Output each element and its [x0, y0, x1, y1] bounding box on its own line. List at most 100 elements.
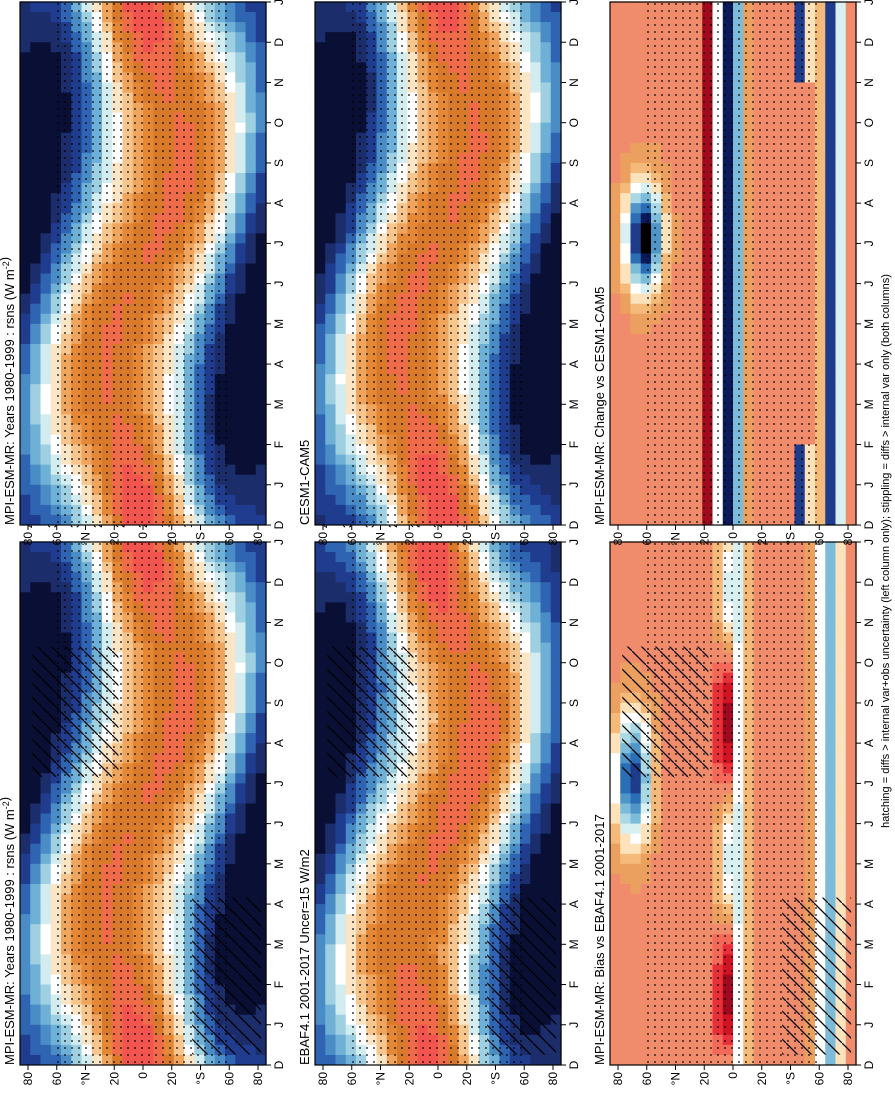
- heatmap-cell: [20, 591, 31, 603]
- heatmap-cell: [235, 202, 247, 214]
- heatmap-cell: [40, 933, 52, 945]
- heatmap-cell: [245, 752, 257, 764]
- heatmap-cell: [325, 923, 337, 935]
- heatmap-cell: [30, 453, 42, 465]
- heatmap-cell: [30, 142, 42, 153]
- heatmap-cell: [40, 484, 52, 495]
- heatmap-cell: [530, 682, 542, 693]
- heatmap-cell: [20, 122, 31, 133]
- heatmap-cell: [245, 383, 257, 395]
- heatmap-cell: [235, 293, 247, 304]
- heatmap-cell: [255, 1054, 267, 1065]
- heatmap-cell: [325, 873, 337, 884]
- heatmap-cell: [235, 712, 247, 724]
- heatmap-cell: [235, 283, 247, 294]
- heatmap-cell: [530, 343, 542, 355]
- heatmap-cell: [20, 443, 31, 455]
- heatmap-cell: [315, 853, 326, 864]
- heatmap-cell: [325, 112, 337, 123]
- heatmap-cell: [255, 601, 267, 613]
- heatmap-cell: [255, 1, 267, 13]
- heatmap-cell: [235, 722, 247, 734]
- heatmap-cell: [325, 581, 337, 593]
- heatmap-cell: [550, 313, 562, 324]
- heatmap-cell: [20, 631, 31, 643]
- heatmap-cell: [255, 863, 267, 874]
- heatmap-cell: [335, 812, 347, 824]
- heatmap-cell: [315, 993, 326, 1005]
- heatmap-cell: [335, 802, 347, 814]
- heatmap-cell: [335, 792, 347, 804]
- heatmap-cell: [245, 1, 257, 13]
- heatmap-cell: [20, 61, 31, 73]
- heatmap-cell: [40, 782, 52, 794]
- heatmap-cell: [255, 752, 267, 764]
- heatmap-cell: [235, 172, 247, 184]
- month-tick-label: J: [272, 539, 286, 545]
- heatmap-cell: [245, 403, 257, 415]
- heatmap-cell: [325, 272, 337, 284]
- heatmap-cell: [20, 893, 31, 905]
- heatmap-cell: [335, 591, 347, 603]
- heatmap-cell: [30, 242, 42, 254]
- latitude-tick-label: 60: [517, 1072, 531, 1086]
- heatmap-cell: [325, 333, 337, 344]
- heatmap-cell: [255, 812, 267, 824]
- heatmap-cell: [550, 712, 562, 724]
- heatmap-cell: [255, 702, 267, 713]
- heatmap-cell: [245, 652, 257, 663]
- heatmap-cell: [40, 812, 52, 824]
- heatmap-cell: [20, 712, 31, 724]
- heatmap-cell: [530, 423, 542, 435]
- heatmap-cell: [245, 853, 257, 864]
- heatmap-cell: [235, 853, 247, 864]
- heatmap-cell: [235, 732, 247, 744]
- heatmap-cell: [30, 802, 42, 814]
- heatmap-cell: [245, 313, 257, 324]
- heatmap-cell: [530, 792, 542, 804]
- heatmap-cell: [235, 61, 247, 73]
- heatmap-cell: [255, 591, 267, 603]
- heatmap-cell: [325, 823, 337, 834]
- heatmap-cell: [325, 611, 337, 623]
- heatmap-cell: [550, 752, 562, 764]
- heatmap-cell: [255, 571, 267, 583]
- heatmap-cell: [335, 631, 347, 643]
- heatmap-cell: [530, 843, 542, 854]
- heatmap-cell: [40, 953, 52, 965]
- heatmap-cell: [245, 363, 257, 375]
- heatmap-cell: [550, 494, 562, 505]
- heatmap-cell: [235, 81, 247, 93]
- heatmap-cell: [540, 464, 552, 475]
- heatmap-cell: [550, 571, 562, 583]
- heatmap-cell: [335, 611, 347, 623]
- heatmap-cell: [325, 212, 337, 224]
- heatmap-cell: [335, 561, 347, 573]
- heatmap-cell: [325, 621, 337, 633]
- heatmap-cell: [40, 363, 52, 375]
- heatmap-cell: [335, 1044, 347, 1055]
- heatmap-cell: [315, 792, 326, 804]
- heatmap-cell: [550, 333, 562, 344]
- heatmap-cell: [20, 561, 31, 573]
- heatmap-cell: [235, 192, 247, 204]
- plot-area: [19, 541, 267, 1066]
- heatmap-cell: [335, 474, 347, 485]
- heatmap-cell: [255, 262, 267, 274]
- heatmap-cell: [530, 313, 542, 324]
- heatmap-cell: [540, 262, 552, 274]
- heatmap-cell: [235, 873, 247, 884]
- month-tick-label: F: [272, 981, 286, 988]
- heatmap-cell: [540, 722, 552, 734]
- heatmap-cell: [245, 41, 257, 53]
- heatmap-cell: [30, 571, 42, 583]
- heatmap-cell: [335, 343, 347, 355]
- heatmap-cell: [20, 772, 31, 784]
- heatmap-cell: [235, 1054, 247, 1065]
- heatmap-cell: [20, 453, 31, 465]
- heatmap-cell: [550, 453, 562, 465]
- heatmap-cell: [550, 393, 562, 405]
- heatmap-cell: [245, 212, 257, 224]
- heatmap-cell: [255, 484, 267, 495]
